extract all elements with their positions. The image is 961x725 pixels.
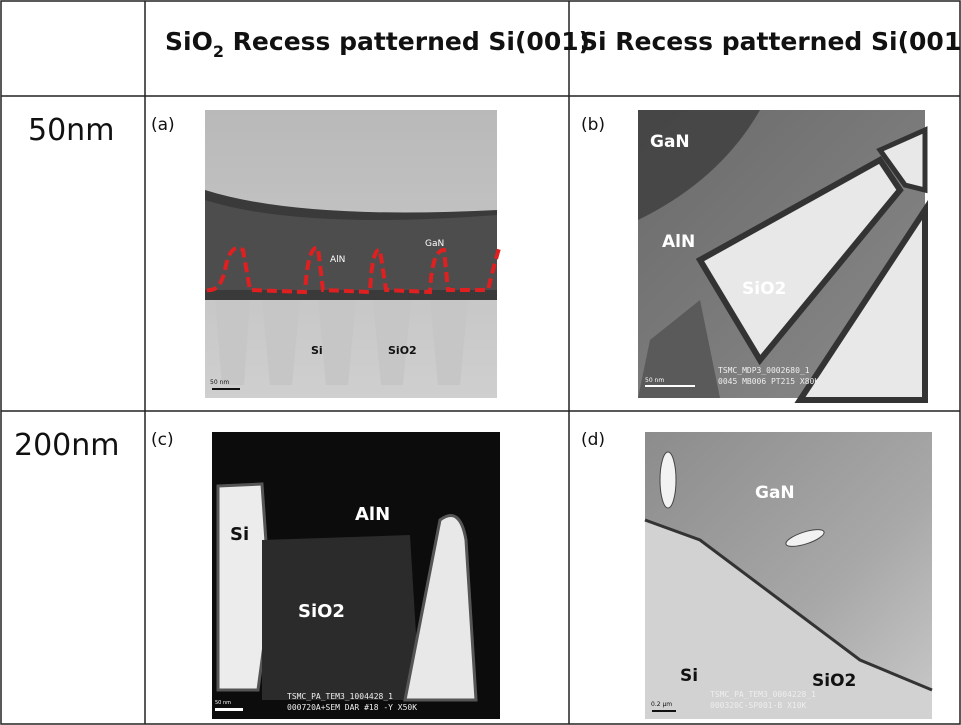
- image-label: SiO2: [742, 279, 786, 299]
- scale-bar-label: 50 nm: [215, 700, 231, 706]
- image-label: GaN: [755, 483, 795, 503]
- image-label: Si: [311, 344, 323, 357]
- panel-tag: (d): [581, 430, 605, 450]
- row-label: 50nm: [28, 113, 114, 148]
- image-label: AlN: [662, 232, 695, 252]
- image-label: GaN: [425, 239, 444, 249]
- panel-tag: (b): [581, 115, 605, 135]
- image-info: 000720A+SEM DAR #18 -Y X50K: [287, 703, 417, 712]
- micrograph: GaN Si SiO2 0.2 μm TSMC_PA_TEM3_0004228_…: [645, 432, 932, 719]
- image-info: TSMC_PA_TEM3_0004228_1: [710, 690, 816, 699]
- micrograph: GaN AlN Si SiO2 50 nm: [205, 110, 500, 398]
- row-label: 200nm: [14, 428, 120, 463]
- image-label: GaN: [650, 132, 690, 152]
- image-label: AlN: [355, 504, 390, 525]
- panel-tag: (c): [151, 430, 174, 450]
- image-info: 0045 MB006 PT215 X80K: [718, 377, 819, 386]
- panel-tag: (a): [151, 115, 175, 135]
- scale-bar-label: 50 nm: [645, 377, 664, 384]
- column-header: SiO2 Recess patterned Si(001): [165, 27, 590, 61]
- column-header: Si Recess patterned Si(001): [580, 27, 961, 56]
- image-label: AlN: [330, 255, 345, 265]
- image-label: SiO2: [388, 344, 417, 357]
- figure-table: SiO2 Recess patterned Si(001) Si Recess …: [0, 0, 961, 725]
- image-label: SiO2: [298, 601, 345, 622]
- image-label: SiO2: [812, 671, 856, 691]
- image-info: TSMC_PA_TEM3_1004428_1: [287, 692, 393, 701]
- image-label: Si: [230, 524, 249, 545]
- scale-bar-label: 50 nm: [210, 379, 229, 386]
- micrograph: GaN AlN SiO2 50 nm TSMC_MDP3_0002680_1 0…: [638, 110, 925, 400]
- image-info: TSMC_MDP3_0002680_1: [718, 366, 810, 375]
- micrograph: Si AlN SiO2 50 nm TSMC_PA_TEM3_1004428_1…: [212, 432, 500, 719]
- scale-bar-label: 0.2 μm: [651, 701, 672, 708]
- image-info: 000320C-SP001-B X10K: [710, 701, 807, 710]
- image-label: Si: [680, 666, 698, 686]
